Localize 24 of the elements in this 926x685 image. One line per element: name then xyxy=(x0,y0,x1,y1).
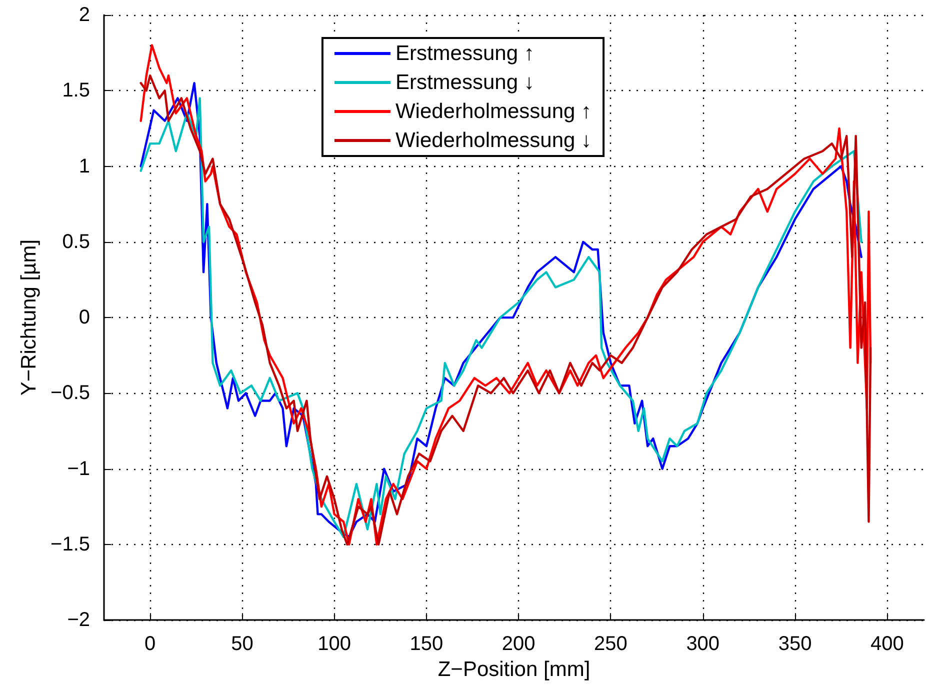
legend-label: Wiederholmessung ↑ xyxy=(395,100,592,123)
x-tick-label: 200 xyxy=(502,633,536,656)
y-tick-label: 1 xyxy=(78,155,90,178)
x-tick-label: 250 xyxy=(594,633,628,656)
legend-label: Erstmessung ↑ xyxy=(395,42,534,65)
y-tick-label: −1 xyxy=(67,458,90,480)
y-axis-title: Y−Richtung [µm] xyxy=(18,239,41,396)
x-tick-label: 50 xyxy=(231,633,254,656)
x-tick-label: 350 xyxy=(778,633,812,656)
x-tick-label: 0 xyxy=(144,633,156,656)
y-tick-label: 1.5 xyxy=(62,80,90,102)
legend-label: Erstmessung ↓ xyxy=(395,71,534,94)
x-tick-label: 300 xyxy=(686,633,720,656)
x-tick-label: 150 xyxy=(410,633,444,656)
y-tick-label: −2 xyxy=(67,609,90,632)
x-tick-label: 400 xyxy=(870,633,904,656)
x-tick-label: 100 xyxy=(318,633,352,656)
legend-label: Wiederholmessung ↓ xyxy=(395,129,592,152)
y-tick-label: 0 xyxy=(78,306,90,329)
x-axis-title: Z−Position [mm] xyxy=(438,658,590,681)
y-tick-label: 0.5 xyxy=(62,230,90,253)
y-tick-label: 2 xyxy=(78,4,90,26)
y-tick-label: −1.5 xyxy=(50,533,90,556)
y-tick-label: −0.5 xyxy=(50,382,90,404)
